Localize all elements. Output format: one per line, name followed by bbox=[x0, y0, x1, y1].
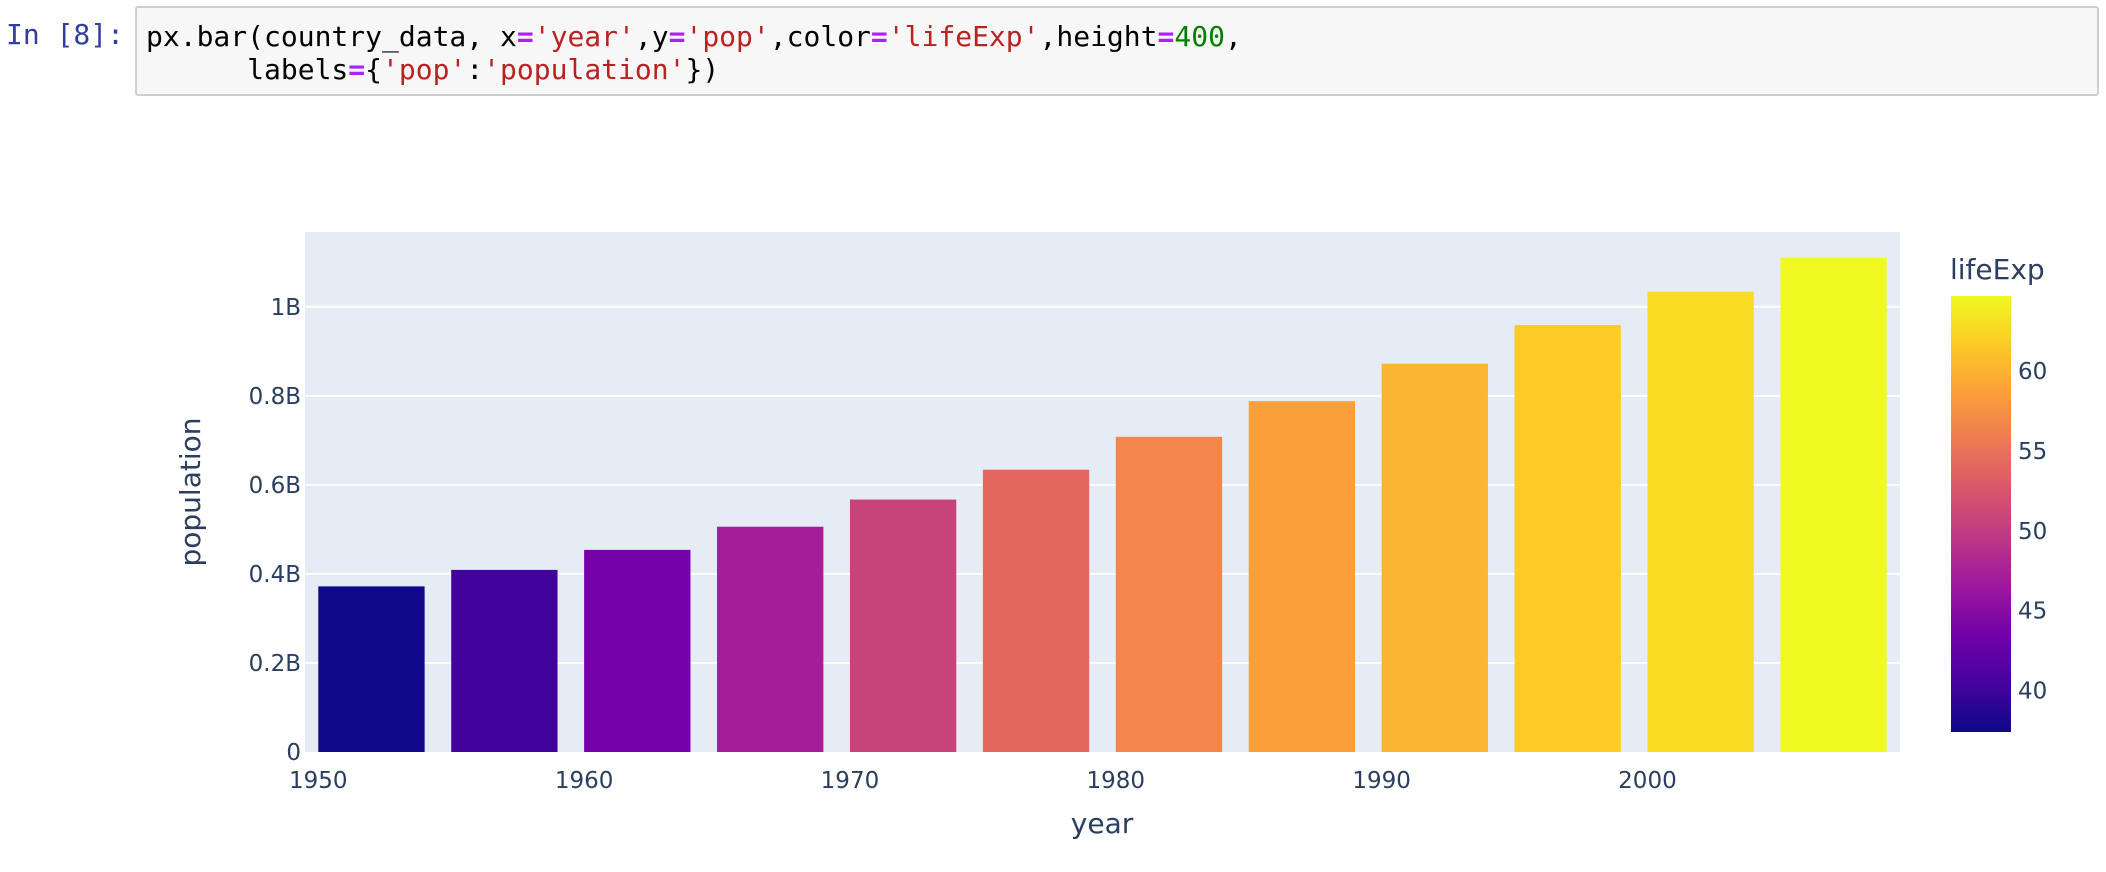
code-line-2-token: 'pop' bbox=[382, 53, 467, 86]
code-line-1-token: = bbox=[516, 20, 534, 53]
bar-1992 bbox=[1381, 363, 1488, 752]
bar-1972 bbox=[849, 499, 957, 752]
x-axis-title: year bbox=[1071, 807, 1134, 840]
y-axis-title: population bbox=[174, 418, 207, 567]
bars bbox=[318, 257, 1887, 752]
x-tick-label: 1970 bbox=[821, 768, 880, 794]
code-line-1: px.bar(country_data, x='year',y='pop',co… bbox=[146, 20, 1242, 53]
colorbar-tick-label: 50 bbox=[2018, 519, 2047, 545]
y-tick-label: 1B bbox=[271, 295, 301, 321]
x-tick-label: 1950 bbox=[289, 768, 348, 794]
y-tick-label: 0.2B bbox=[249, 651, 301, 677]
bar-1997 bbox=[1514, 325, 1621, 752]
x-tick-labels: 1950 1960 1970 1980 1990 2000 bbox=[289, 768, 1677, 794]
bar-2007 bbox=[1780, 257, 1887, 752]
code-line-1-token: ,y bbox=[634, 20, 669, 53]
cell-prompt: In [8]: bbox=[6, 18, 125, 51]
bar-1977 bbox=[982, 469, 1090, 752]
colorbar-tick-label: 55 bbox=[2018, 439, 2047, 465]
x-tick-label: 1980 bbox=[1087, 768, 1146, 794]
colorbar-tick-label: 45 bbox=[2018, 599, 2047, 625]
code-line-2-token: }) bbox=[685, 53, 720, 86]
code-line-2-token: labels bbox=[146, 53, 349, 86]
colorbar-tick-label: 60 bbox=[2018, 359, 2047, 385]
code-cell[interactable]: px.bar(country_data, x='year',y='pop',co… bbox=[135, 6, 2099, 96]
code-line-2-token: { bbox=[365, 53, 383, 86]
colorbar-tick-label: 40 bbox=[2018, 678, 2047, 704]
bar-1962 bbox=[584, 549, 691, 752]
bar-2002 bbox=[1647, 291, 1754, 752]
code-line-1-token: ,height bbox=[1039, 20, 1158, 53]
code-line-1-token: 400 bbox=[1174, 20, 1225, 53]
y-tick-label: 0 bbox=[286, 740, 301, 766]
code-line-1-token: = bbox=[870, 20, 888, 53]
code-line-1-token: = bbox=[668, 20, 686, 53]
grid-lines bbox=[305, 305, 1900, 664]
code-line-1-token: 'pop' bbox=[685, 20, 770, 53]
y-tick-label: 0.8B bbox=[249, 384, 301, 410]
code-line-1-token: 'year' bbox=[533, 20, 635, 53]
code-line-1-token: , bbox=[1224, 20, 1242, 53]
bar-1957 bbox=[451, 569, 558, 752]
bar-1982 bbox=[1115, 436, 1223, 752]
code-line-1-token: 'lifeExp' bbox=[887, 20, 1040, 53]
code-line-2: labels={'pop':'population'}) bbox=[146, 53, 719, 86]
code-line-1-token: ,color bbox=[769, 20, 871, 53]
bar-1967 bbox=[717, 526, 824, 752]
bar-1952 bbox=[318, 586, 425, 752]
code-line-2-token: 'population' bbox=[483, 53, 686, 86]
bar-1987 bbox=[1248, 401, 1356, 752]
code-line-2-token: : bbox=[466, 53, 484, 86]
code-line-1-token: = bbox=[1157, 20, 1175, 53]
x-tick-label: 1990 bbox=[1352, 768, 1411, 794]
code-line-1-token: px.bar(country_data, x bbox=[146, 20, 517, 53]
code-line-2-token: = bbox=[348, 53, 366, 86]
colorbar-tick-labels: 40 45 50 55 60 bbox=[2018, 359, 2047, 704]
y-tick-label: 0.4B bbox=[249, 562, 301, 588]
x-tick-label: 2000 bbox=[1618, 768, 1677, 794]
colorbar-title: lifeExp bbox=[1950, 253, 2045, 286]
x-tick-label: 1960 bbox=[555, 768, 614, 794]
y-tick-label: 0.6B bbox=[249, 473, 301, 499]
colorbar bbox=[1951, 296, 2011, 732]
y-tick-labels: 0 0.2B 0.4B 0.6B 0.8B 1B bbox=[249, 295, 301, 766]
plot-background bbox=[305, 232, 1900, 752]
